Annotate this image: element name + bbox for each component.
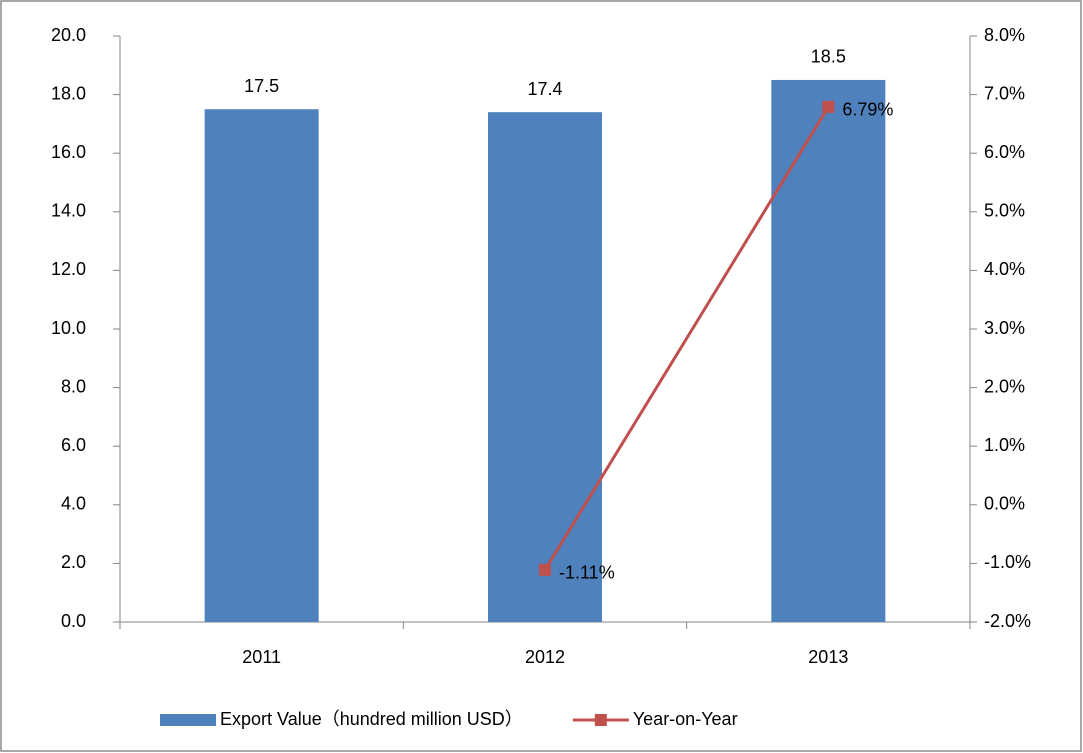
x-tick-label: 2012 <box>525 647 565 667</box>
y-tick-label: 14.0 <box>51 201 86 221</box>
y-tick-label: 16.0 <box>51 142 86 162</box>
y-tick-label: 2.0 <box>61 552 86 572</box>
bar-value-label: 17.5 <box>244 76 279 96</box>
y-tick-label: 20.0 <box>51 25 86 45</box>
legend-swatch-marker <box>594 714 607 726</box>
y-tick-label: 8.0 <box>61 376 86 396</box>
y2-tick-label: 0.0% <box>984 494 1025 514</box>
y2-tick-label: 8.0% <box>984 25 1025 45</box>
y2-tick-label: 3.0% <box>984 318 1025 338</box>
legend-label: Year-on-Year <box>633 709 738 729</box>
y-tick-label: 10.0 <box>51 318 86 338</box>
y-tick-label: 18.0 <box>51 83 86 103</box>
y-tick-label: 0.0 <box>61 611 86 631</box>
line-marker <box>822 100 835 113</box>
y-tick-label: 12.0 <box>51 259 86 279</box>
legend-label: Export Value（hundred million USD） <box>220 709 523 729</box>
y2-tick-label: -1.0% <box>984 552 1031 572</box>
y2-tick-label: 6.0% <box>984 142 1025 162</box>
y-tick-label: 6.0 <box>61 435 86 455</box>
y2-tick-label: 5.0% <box>984 201 1025 221</box>
line <box>543 106 830 571</box>
y2-tick-label: 7.0% <box>984 83 1025 103</box>
bar <box>771 79 886 622</box>
line-value-label: 6.79% <box>842 100 893 120</box>
bar-value-label: 17.4 <box>527 79 562 99</box>
y-tick-label: 4.0 <box>61 494 86 514</box>
bar <box>488 112 602 623</box>
y2-tick-label: 4.0% <box>984 259 1025 279</box>
y2-tick-label: 2.0% <box>984 376 1025 396</box>
x-tick-label: 2011 <box>242 647 281 667</box>
y2-tick-label: 1.0% <box>984 435 1025 455</box>
y2-tick-label: -2.0% <box>984 611 1031 631</box>
bar-value-label: 18.5 <box>811 47 846 67</box>
bar <box>204 109 319 622</box>
legend-swatch <box>160 714 216 726</box>
x-tick-label: 2013 <box>808 647 848 667</box>
line-marker <box>539 563 551 576</box>
line-value-label: -1.11% <box>559 563 615 583</box>
